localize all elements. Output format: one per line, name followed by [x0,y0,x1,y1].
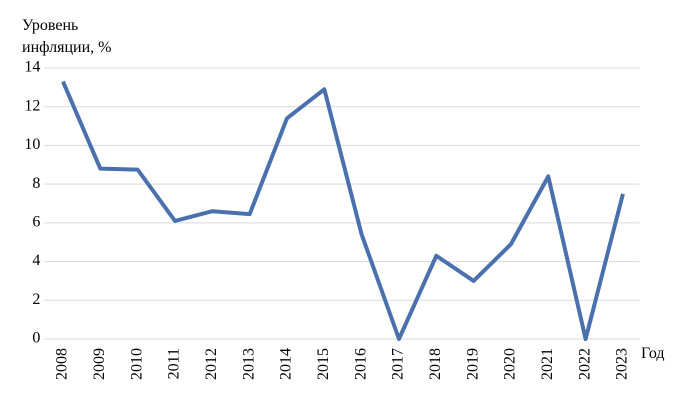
x-tick-label: 2016 [352,348,369,380]
x-tick-label: 2012 [203,348,220,380]
x-tick-label: 2017 [390,348,407,380]
line [61,80,625,341]
y-tick-label: 6 [32,214,40,231]
x-tick-label: 2020 [502,348,519,380]
y-tick-label: 0 [32,330,40,347]
x-tick-label: 2021 [539,348,556,380]
y-axis-label: инфляции, % [22,39,111,56]
x-tick-label: 2013 [240,348,257,380]
x-axis-label: Год [641,345,665,362]
x-tick-label: 2019 [464,348,481,380]
x-tick-label: 2009 [91,348,108,380]
y-tick-label: 10 [24,136,40,153]
x-tick-label: 2015 [315,348,332,380]
y-tick-label: 2 [32,291,40,308]
y-tick-label: 8 [32,175,40,192]
y-tick-label: 14 [24,59,40,76]
x-tick-label: 2022 [576,348,593,380]
x-tick-label: 2010 [128,348,145,380]
y-tick-label: 12 [24,97,40,114]
y-axis-label: Уровень [22,17,78,34]
x-tick-label: 2011 [166,348,183,379]
x-tick-label: 2014 [278,348,295,380]
x-tick-label: 2023 [614,348,631,380]
x-tick-label: 2018 [427,348,444,380]
x-tick-label: 2008 [54,348,71,380]
y-tick-label: 4 [32,252,40,269]
